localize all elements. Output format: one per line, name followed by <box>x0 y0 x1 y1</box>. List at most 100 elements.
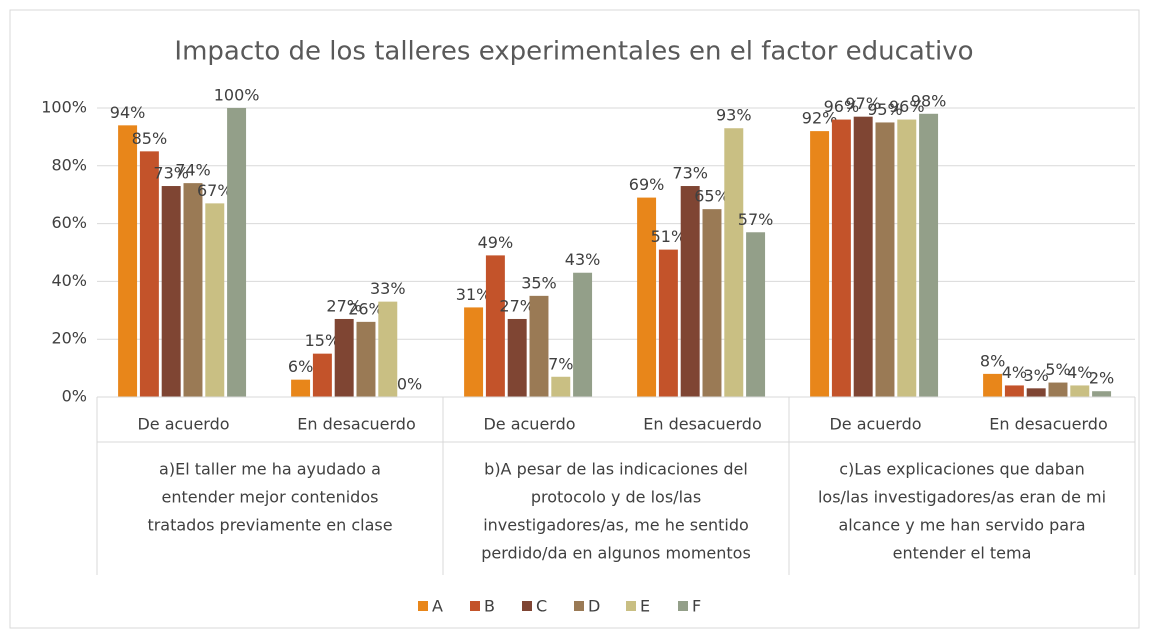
group-label: a)El taller me ha ayudado a <box>159 460 381 479</box>
bar <box>529 295 549 397</box>
x-tick-label: En desacuerdo <box>643 415 762 434</box>
group-label: b)A pesar de las indicaciones del <box>484 460 748 479</box>
bar <box>897 119 917 397</box>
bar <box>658 249 678 397</box>
bar <box>1004 385 1024 397</box>
bar <box>291 379 311 397</box>
bar <box>139 151 159 397</box>
bar <box>875 122 895 397</box>
group-label: entender mejor contenidos <box>162 488 379 507</box>
value-label: 95% <box>867 100 903 119</box>
value-label: 26% <box>348 299 384 318</box>
value-label: 57% <box>738 210 774 229</box>
value-label: 94% <box>110 103 146 122</box>
value-label: 8% <box>980 351 1005 370</box>
bar <box>637 197 657 397</box>
y-tick-label: 80% <box>51 155 87 174</box>
legend-swatch <box>418 601 428 611</box>
bar <box>919 113 939 397</box>
legend-swatch <box>470 601 480 611</box>
bar <box>1070 385 1090 397</box>
value-label: 92% <box>802 109 838 128</box>
bar <box>334 318 354 397</box>
value-label: 96% <box>889 97 925 116</box>
legend-label: F <box>692 597 701 616</box>
group-label: investigadores/as, me he sentido <box>483 516 749 535</box>
bar <box>831 119 851 397</box>
x-tick-label: De acuerdo <box>483 415 575 434</box>
legend-swatch <box>626 601 636 611</box>
bar <box>464 307 484 397</box>
bar <box>680 186 700 397</box>
value-label: 4% <box>1067 363 1092 382</box>
bar <box>507 318 527 397</box>
value-label: 2% <box>1089 369 1114 388</box>
bar <box>983 373 1003 397</box>
chart-title: Impacto de los talleres experimentales e… <box>174 37 973 67</box>
x-tick-label: En desacuerdo <box>989 415 1108 434</box>
value-label: 5% <box>1045 360 1070 379</box>
bar <box>227 108 247 397</box>
value-label: 65% <box>694 187 730 206</box>
bar <box>853 116 873 398</box>
bar <box>356 321 376 397</box>
value-label: 33% <box>370 279 406 298</box>
y-tick-label: 60% <box>51 213 87 232</box>
value-label: 31% <box>456 285 492 304</box>
legend-swatch <box>522 601 532 611</box>
bar <box>118 125 138 397</box>
legend-swatch <box>574 601 584 611</box>
group-label: c)Las explicaciones que daban <box>839 460 1085 479</box>
bar <box>724 128 744 398</box>
bar <box>378 301 398 397</box>
bar <box>746 232 766 397</box>
value-label: 49% <box>478 233 514 252</box>
value-label: 7% <box>548 354 573 373</box>
bar <box>573 272 593 397</box>
x-tick-label: De acuerdo <box>137 415 229 434</box>
value-label: 51% <box>651 227 687 246</box>
y-tick-label: 100% <box>41 98 87 117</box>
bar <box>551 376 571 397</box>
bar <box>485 255 505 397</box>
bar <box>183 183 203 397</box>
bar <box>702 209 722 397</box>
bar <box>161 186 181 397</box>
value-label: 6% <box>288 357 313 376</box>
value-label: 67% <box>197 181 233 200</box>
bar <box>810 131 830 397</box>
value-label: 93% <box>716 106 752 125</box>
group-label: los/las investigadores/as eran de mi <box>818 488 1106 507</box>
group-label: perdido/da en algunos momentos <box>481 544 751 563</box>
value-label: 35% <box>521 273 557 292</box>
bar <box>205 203 225 397</box>
value-label: 69% <box>629 175 665 194</box>
value-label: 0% <box>397 375 422 394</box>
value-label: 85% <box>132 129 168 148</box>
value-label: 27% <box>499 296 535 315</box>
x-tick-label: De acuerdo <box>829 415 921 434</box>
y-tick-label: 20% <box>51 329 87 348</box>
bar <box>1048 382 1068 397</box>
value-label: 98% <box>911 91 947 110</box>
y-tick-label: 0% <box>62 387 87 406</box>
legend-label: E <box>640 597 650 616</box>
legend-label: A <box>432 597 443 616</box>
value-label: 97% <box>845 94 881 113</box>
value-label: 100% <box>214 86 260 105</box>
group-label: alcance y me han servido para <box>838 516 1085 535</box>
value-label: 74% <box>175 161 211 180</box>
value-label: 43% <box>565 250 601 269</box>
value-label: 3% <box>1023 366 1048 385</box>
value-label: 73% <box>153 164 189 183</box>
x-tick-label: En desacuerdo <box>297 415 416 434</box>
legend-label: C <box>536 597 547 616</box>
legend-swatch <box>678 601 688 611</box>
bar <box>1026 388 1046 397</box>
legend-label: B <box>484 597 495 616</box>
group-label: protocolo y de los/las <box>531 488 701 507</box>
group-label: entender el tema <box>893 544 1032 563</box>
value-label: 4% <box>1002 363 1027 382</box>
bar <box>1092 391 1112 397</box>
